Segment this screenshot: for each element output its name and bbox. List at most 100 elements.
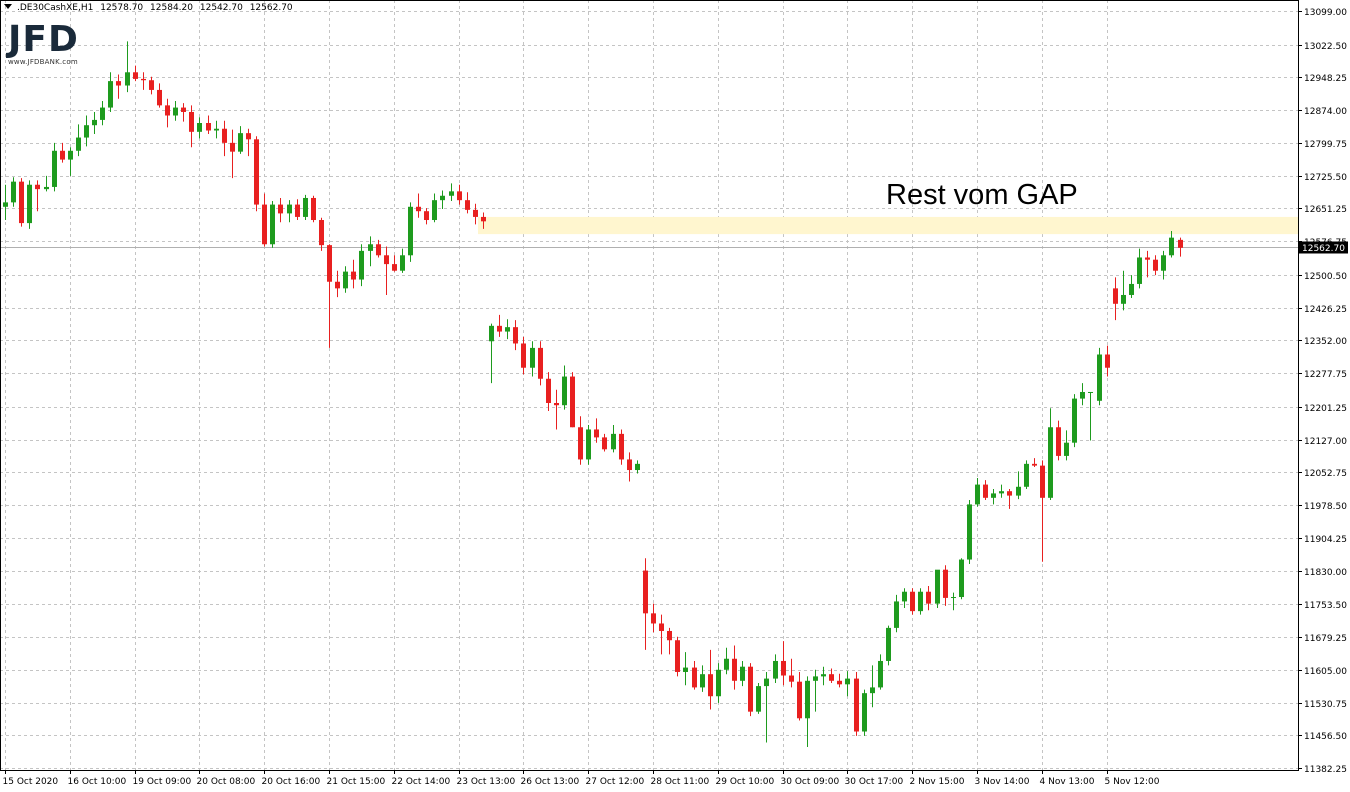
candle: [384, 246, 389, 295]
candle: [1048, 408, 1053, 501]
candle-body: [1105, 354, 1110, 368]
price-tick-label: 12352.00: [1304, 337, 1347, 347]
candle: [295, 199, 300, 221]
dropdown-triangle-icon[interactable]: [4, 4, 12, 9]
candle-body: [764, 678, 769, 687]
candle-body: [60, 150, 65, 160]
price-tick-label: 12426.25: [1304, 305, 1347, 315]
candle-body: [206, 123, 211, 131]
candle-body: [68, 150, 73, 160]
candle-body: [667, 630, 672, 641]
candle-body: [262, 204, 267, 245]
candle-body: [821, 674, 826, 677]
candle: [359, 244, 364, 287]
candle-body: [943, 569, 948, 598]
candle-body: [481, 216, 486, 222]
candle-body: [116, 81, 121, 86]
candle-body: [845, 678, 850, 685]
candle: [959, 558, 964, 600]
candle-body: [287, 204, 292, 214]
candle-body: [619, 433, 624, 460]
candle-body: [432, 200, 437, 221]
candle-body: [359, 250, 364, 280]
symbol-info-bar: .DE30CashXE,H1 12578.70 12584.20 12542.7…: [4, 3, 297, 13]
candle: [157, 83, 162, 108]
logo-mark: JFD: [8, 19, 79, 60]
candle-body: [424, 211, 429, 221]
candle: [716, 663, 721, 703]
candle-body: [700, 674, 705, 688]
candle-body: [327, 245, 332, 282]
candle-body: [319, 220, 324, 246]
candle-body: [951, 597, 956, 599]
candle-body: [675, 640, 680, 672]
candle: [1161, 250, 1166, 280]
candle: [343, 266, 348, 293]
candle-body: [44, 186, 49, 190]
candle-body: [92, 119, 97, 126]
candle: [108, 72, 113, 112]
candle: [805, 676, 810, 747]
candle: [821, 666, 826, 686]
candle: [92, 111, 97, 135]
candle: [1056, 420, 1061, 461]
candle: [465, 192, 470, 214]
candle-body: [1121, 294, 1126, 304]
candle: [667, 627, 672, 655]
candle: [999, 484, 1004, 498]
candle-body: [505, 327, 510, 332]
candle-body: [1178, 239, 1183, 248]
candle-body: [854, 678, 859, 732]
candle: [789, 658, 794, 688]
candle-body: [530, 347, 535, 368]
candle-body: [108, 81, 113, 108]
candle: [724, 647, 729, 675]
candle-body: [829, 674, 834, 681]
candle: [189, 105, 194, 148]
price-tick-label: 12948.25: [1304, 74, 1347, 84]
candle: [700, 665, 705, 692]
candle-body: [400, 255, 405, 271]
candle-body: [1016, 486, 1021, 496]
candle-body: [440, 195, 445, 201]
candle: [756, 683, 761, 714]
price-tick-label: 12500.50: [1304, 272, 1347, 282]
candle: [311, 195, 316, 223]
candle-body: [189, 111, 194, 132]
time-tick-label: 2 Nov 15:00: [910, 777, 965, 787]
candle-body: [311, 197, 316, 221]
candle: [1113, 277, 1118, 321]
candle-body: [886, 627, 891, 661]
candle: [862, 689, 867, 736]
candle: [935, 569, 940, 609]
candle-body: [1007, 491, 1012, 496]
candle-body: [1137, 257, 1142, 284]
candle: [683, 652, 688, 686]
candle: [3, 184, 8, 221]
logo-url: www.JFDBANK.com: [8, 58, 78, 66]
candle-body: [473, 209, 478, 217]
candle: [1016, 471, 1021, 500]
current-price-label: 12562.70: [1302, 244, 1345, 254]
gap-annotation: Rest vom GAP: [886, 179, 1078, 211]
candle-body: [351, 271, 356, 280]
candle-body: [157, 89, 162, 106]
candle: [457, 184, 462, 205]
candle-body: [368, 244, 373, 251]
candle-body: [125, 72, 130, 86]
candle: [991, 488, 996, 505]
candle-body: [416, 206, 421, 212]
candle: [1153, 255, 1158, 276]
candle-body: [918, 591, 923, 612]
candle-body: [1169, 237, 1174, 256]
candle: [133, 65, 138, 82]
candle-body: [805, 680, 810, 719]
candle: [481, 212, 486, 229]
candle: [586, 425, 591, 465]
time-tick-label: 5 Nov 12:00: [1105, 777, 1160, 787]
candle-body: [546, 378, 551, 404]
candle: [1097, 347, 1102, 406]
candle-body: [303, 197, 308, 217]
candle-body: [1113, 288, 1118, 304]
candle: [1137, 248, 1142, 289]
